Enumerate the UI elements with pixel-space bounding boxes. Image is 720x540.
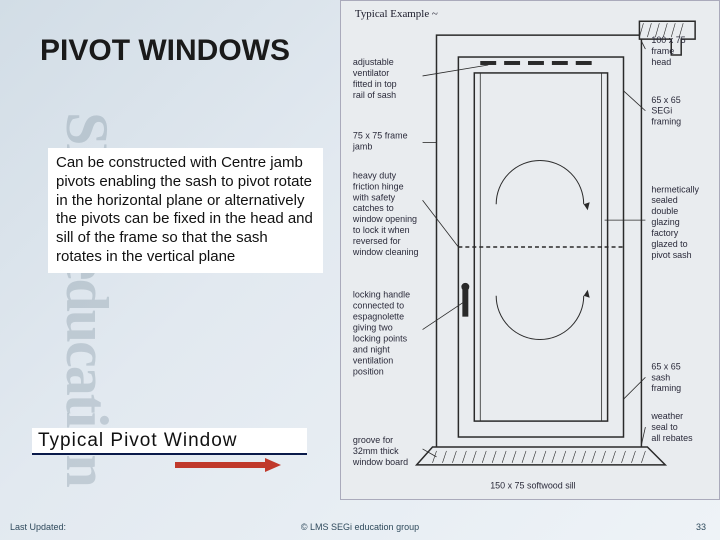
svg-text:adjustableventilatorfitted in: adjustableventilatorfitted in toprail of… <box>353 57 397 100</box>
svg-text:65 x 65SEGiframing: 65 x 65SEGiframing <box>651 95 681 127</box>
svg-text:150 x 75 softwood sill: 150 x 75 softwood sill <box>490 481 575 491</box>
svg-text:weatherseal toall rebates: weatherseal toall rebates <box>650 411 693 443</box>
arrow-icon <box>175 458 285 472</box>
technical-diagram: Typical Example ~ adjustableventilatorfi… <box>340 0 720 500</box>
svg-text:heavy dutyfriction hingewith s: heavy dutyfriction hingewith safetycatch… <box>352 170 419 257</box>
svg-text:groove for32mm thickwindow boa: groove for32mm thickwindow board <box>352 435 408 467</box>
page-title: PIVOT WINDOWS <box>40 34 290 68</box>
footer-center: © LMS SEGi education group <box>0 522 720 532</box>
footer: Last Updated: © LMS SEGi education group… <box>0 514 720 540</box>
svg-text:hermeticallysealeddoubleglazin: hermeticallysealeddoubleglazingfactorygl… <box>651 184 699 260</box>
watermark: SEGi education <box>10 60 163 486</box>
diagram-heading: Typical Example ~ <box>355 8 438 20</box>
body-text: Can be constructed with Centre jamb pivo… <box>48 148 323 273</box>
slide: SEGi education PIVOT WINDOWS Can be cons… <box>0 0 720 540</box>
svg-text:65 x 65sashframing: 65 x 65sashframing <box>651 361 681 393</box>
caption: Typical Pivot Window <box>32 428 307 455</box>
svg-text:locking handleconnected toespa: locking handleconnected toespagnolettegi… <box>353 290 410 377</box>
footer-page-number: 33 <box>696 522 706 532</box>
svg-text:75 x 75 framejamb: 75 x 75 framejamb <box>352 131 408 152</box>
